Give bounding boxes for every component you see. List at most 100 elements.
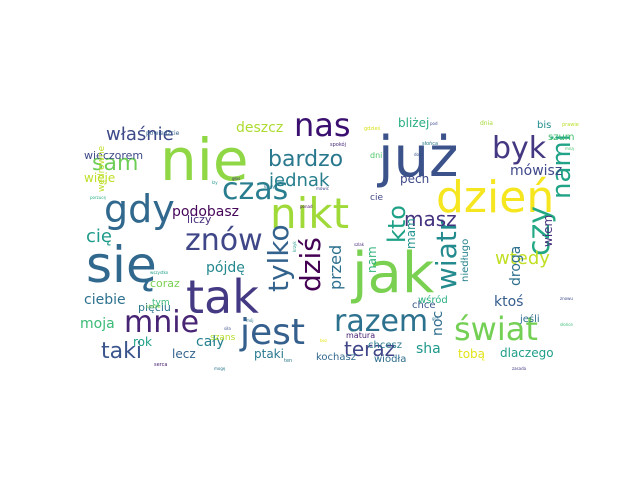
cloud-word: dzień [436, 172, 554, 223]
cloud-word: wiem [541, 215, 555, 247]
cloud-word: ktoś [494, 294, 523, 310]
cloud-word: czas [222, 172, 288, 207]
cloud-word: wieje [84, 171, 115, 185]
cloud-word: matura [346, 331, 375, 340]
cloud-word: mówisz [510, 163, 562, 179]
cloud-word: rok [133, 335, 152, 349]
cloud-word: niedługo [460, 239, 471, 282]
cloud-word: nas [294, 106, 351, 144]
cloud-word: wtedy [495, 248, 550, 269]
cloud-word: pod [430, 121, 438, 126]
cloud-word: szans [210, 333, 236, 343]
cloud-word: krzyk [292, 241, 297, 252]
cloud-background [80, 112, 580, 374]
cloud-word: jednak [268, 170, 330, 191]
cloud-word: lecz [172, 347, 196, 361]
cloud-word: kochasz [316, 352, 356, 363]
cloud-word: byk [492, 131, 547, 166]
cloud-word: szum [548, 132, 575, 143]
cloud-word: się [86, 236, 157, 294]
cloud-word: cały [196, 334, 225, 350]
cloud-word: chcesz [368, 340, 402, 351]
cloud-word: kiedy [264, 184, 275, 189]
cloud-word: tobą [458, 347, 485, 361]
cloud-word: serca [154, 362, 167, 368]
cloud-word: bardzo [268, 147, 343, 172]
cloud-word: wiodła [374, 354, 406, 365]
cloud-word: nam [365, 246, 379, 273]
cloud-word: słońce [560, 322, 573, 327]
cloud-word: łzy [212, 180, 218, 185]
cloud-word: bez [320, 338, 327, 343]
cloud-word: już [376, 125, 458, 190]
cloud-word: ciebie [84, 292, 126, 308]
cloud-word: tak [186, 270, 259, 324]
cloud-word: głos [232, 176, 240, 181]
cloud-word: mogę [214, 366, 226, 371]
cloud-word: moja [80, 316, 115, 332]
cloud-word: mówić [316, 186, 329, 191]
cloud-word: dlaczego [500, 346, 554, 360]
cloud-word: mnie [124, 305, 199, 340]
cloud-word: noc [430, 311, 446, 336]
cloud-word: właśnie [106, 124, 174, 145]
cloud-word: szlak [354, 242, 365, 247]
cloud-word: siła [224, 326, 231, 331]
cloud-word: jeśli [519, 313, 540, 325]
cloud-word: gra [432, 316, 439, 321]
cloud-word: mną [565, 146, 574, 151]
cloud-word: wędrowne [97, 145, 107, 192]
cloud-word: czy [522, 206, 557, 256]
cloud-word: gdzieś [364, 125, 380, 132]
cloud-word: chce [412, 300, 436, 311]
cloud-word: kto [383, 205, 411, 243]
cloud-word: jest [239, 312, 305, 353]
cloud-word: droga [508, 246, 524, 286]
cloud-word: wieczorem [84, 149, 143, 162]
cloud-word: pójdę [206, 260, 245, 276]
cloud-word: bis [537, 120, 551, 131]
cloud-word: deszcz [236, 120, 283, 136]
cloud-word: wszystko [150, 270, 169, 275]
cloud-word: sam [92, 151, 138, 176]
cloud-word: teraz [344, 337, 395, 361]
cloud-word: masz [404, 207, 457, 231]
cloud-word: powiedzcie [146, 130, 180, 137]
cloud-word: nikt [270, 189, 349, 238]
cloud-word: dziś [294, 237, 327, 292]
cloud-word: ten [284, 358, 292, 364]
cloud-word: porzucę [90, 195, 106, 200]
cloud-word: podobasz [172, 204, 239, 220]
cloud-word: taki [101, 339, 142, 364]
cloud-word: liczy [187, 213, 212, 226]
cloud-word: ptaki [254, 347, 284, 361]
cloud-word: razem [334, 304, 428, 339]
cloud-word: coraz [150, 277, 180, 290]
cloud-word: gdy [104, 187, 175, 231]
cloud-word: spokój [330, 141, 346, 148]
cloud-word: przed [326, 245, 345, 290]
cloud-word: znów [185, 223, 263, 258]
cloud-word: nie [160, 126, 249, 194]
cloud-word: siebie [146, 304, 161, 310]
cloud-word: wśród [418, 294, 448, 306]
cloud-word: ponad [300, 204, 313, 209]
cloud-word: znowu [560, 296, 573, 301]
cloud-word: sha [416, 341, 441, 357]
cloud-word: dni [370, 151, 382, 160]
cloud-word: dnia [480, 120, 493, 127]
cloud-word: tylko [262, 224, 295, 292]
cloud-word: dom [414, 152, 423, 157]
cloud-word: świat [454, 310, 538, 348]
cloud-word: mój [246, 318, 253, 323]
cloud-word: zasada [512, 366, 527, 371]
cloud-word: cie [370, 193, 383, 203]
cloud-word: pięciu [138, 301, 171, 314]
cloud-word: mam [404, 218, 418, 249]
cloud-word: tym [152, 298, 170, 308]
cloud-word: wiatr [430, 219, 463, 290]
cloud-word: słońca [422, 140, 438, 147]
cloud-word: prawie [562, 122, 579, 128]
cloud-word: pech [400, 172, 429, 186]
